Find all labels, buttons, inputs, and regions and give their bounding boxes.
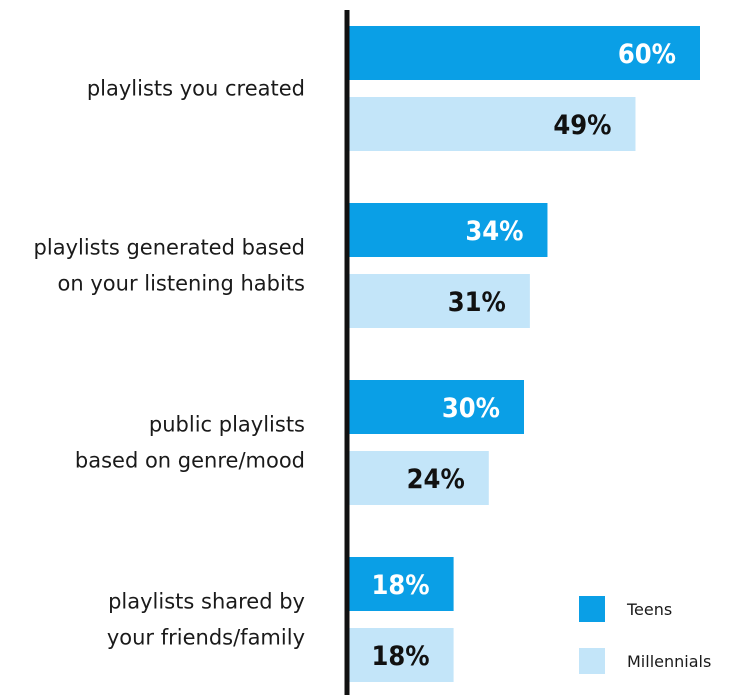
bar-millennials-3 — [348, 628, 454, 682]
bar-teens-0 — [348, 26, 700, 80]
category-label: playlists shared by — [108, 590, 305, 614]
legend: Teens Millennials — [579, 596, 711, 674]
category-label: public playlists — [149, 413, 305, 437]
bar-value-label: 49% — [553, 110, 611, 141]
bar-value-label: 34% — [465, 216, 523, 247]
bars-group: 60% 49% 34% 31% 30% 24% 18% 18% — [348, 26, 700, 682]
bar-value-label: 18% — [371, 641, 429, 672]
category-label: playlists generated based — [34, 236, 305, 260]
legend-swatch-millennials — [579, 648, 605, 674]
bar-millennials-1 — [348, 274, 530, 328]
category-label: based on genre/mood — [75, 449, 305, 473]
bar-teens-3 — [348, 557, 454, 611]
bar-teens-2 — [348, 380, 524, 434]
bar-value-label: 18% — [371, 570, 429, 601]
bar-value-label: 24% — [407, 464, 465, 495]
bar-value-label: 60% — [618, 39, 676, 70]
bar-teens-1 — [348, 203, 548, 257]
category-label: on your listening habits — [58, 272, 305, 296]
bar-millennials-0 — [348, 97, 636, 151]
category-label: playlists you created — [87, 77, 305, 101]
legend-label-millennials: Millennials — [627, 652, 711, 671]
category-label: your friends/family — [107, 626, 305, 650]
legend-label-teens: Teens — [626, 600, 672, 619]
legend-swatch-teens — [579, 596, 605, 622]
bar-value-label: 31% — [448, 287, 506, 318]
bar-millennials-2 — [348, 451, 489, 505]
category-labels: playlists you created playlists generated… — [34, 77, 305, 650]
bar-value-label: 30% — [442, 393, 500, 424]
